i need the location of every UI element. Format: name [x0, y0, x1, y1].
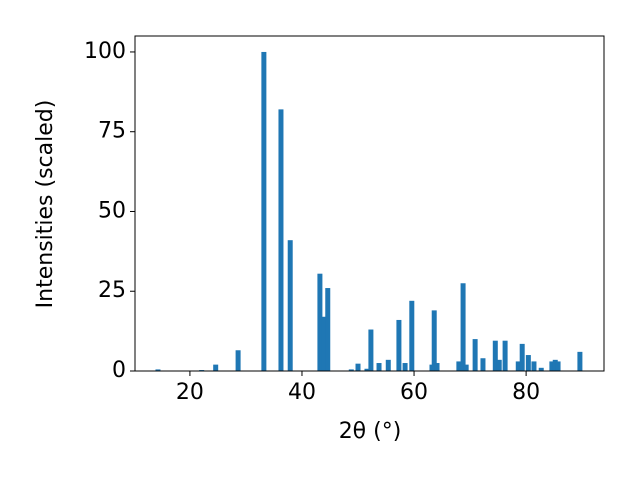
bar: [385, 359, 391, 371]
bar: [456, 361, 462, 371]
bar: [577, 351, 583, 371]
bar: [502, 340, 508, 371]
bar: [552, 359, 558, 371]
bar: [321, 316, 327, 371]
x-tick-label: 80: [512, 380, 540, 405]
bar: [519, 343, 525, 371]
bar: [409, 300, 415, 371]
bar: [480, 358, 486, 371]
x-axis-label: 2θ (°): [339, 419, 402, 444]
x-tick-label: 20: [176, 380, 204, 405]
bar: [235, 350, 241, 371]
bar: [348, 369, 354, 371]
bar: [496, 359, 502, 371]
bar: [525, 355, 531, 371]
bar: [261, 51, 267, 371]
bar: [364, 368, 370, 371]
bar: [460, 283, 466, 371]
bar: [396, 319, 402, 371]
y-tick-label: 100: [84, 39, 126, 64]
bar: [431, 310, 437, 371]
y-axis-label: Intensities (scaled): [33, 100, 58, 309]
bar: [549, 361, 555, 371]
bar: [463, 364, 469, 371]
bar: [213, 364, 219, 371]
plot-frame: [134, 35, 605, 372]
bar: [492, 340, 498, 371]
bar: [555, 361, 561, 371]
bar: [355, 363, 361, 371]
bar: [472, 339, 478, 371]
bar: [376, 363, 382, 371]
bar: [325, 288, 331, 371]
bar: [155, 369, 161, 371]
y-tick-label: 25: [98, 278, 126, 303]
y-tick-label: 75: [98, 119, 126, 144]
bar: [317, 273, 323, 371]
y-tick-label: 50: [98, 198, 126, 223]
bar: [402, 363, 408, 371]
bar: [531, 361, 537, 371]
bar: [287, 240, 293, 371]
y-tick-label: 0: [112, 358, 126, 383]
bar: [434, 363, 440, 371]
x-tick-label: 40: [288, 380, 316, 405]
bar: [538, 367, 544, 371]
x-tick-label: 60: [400, 380, 428, 405]
bar: [278, 109, 284, 371]
bar: [515, 361, 521, 371]
bar: [368, 329, 374, 371]
